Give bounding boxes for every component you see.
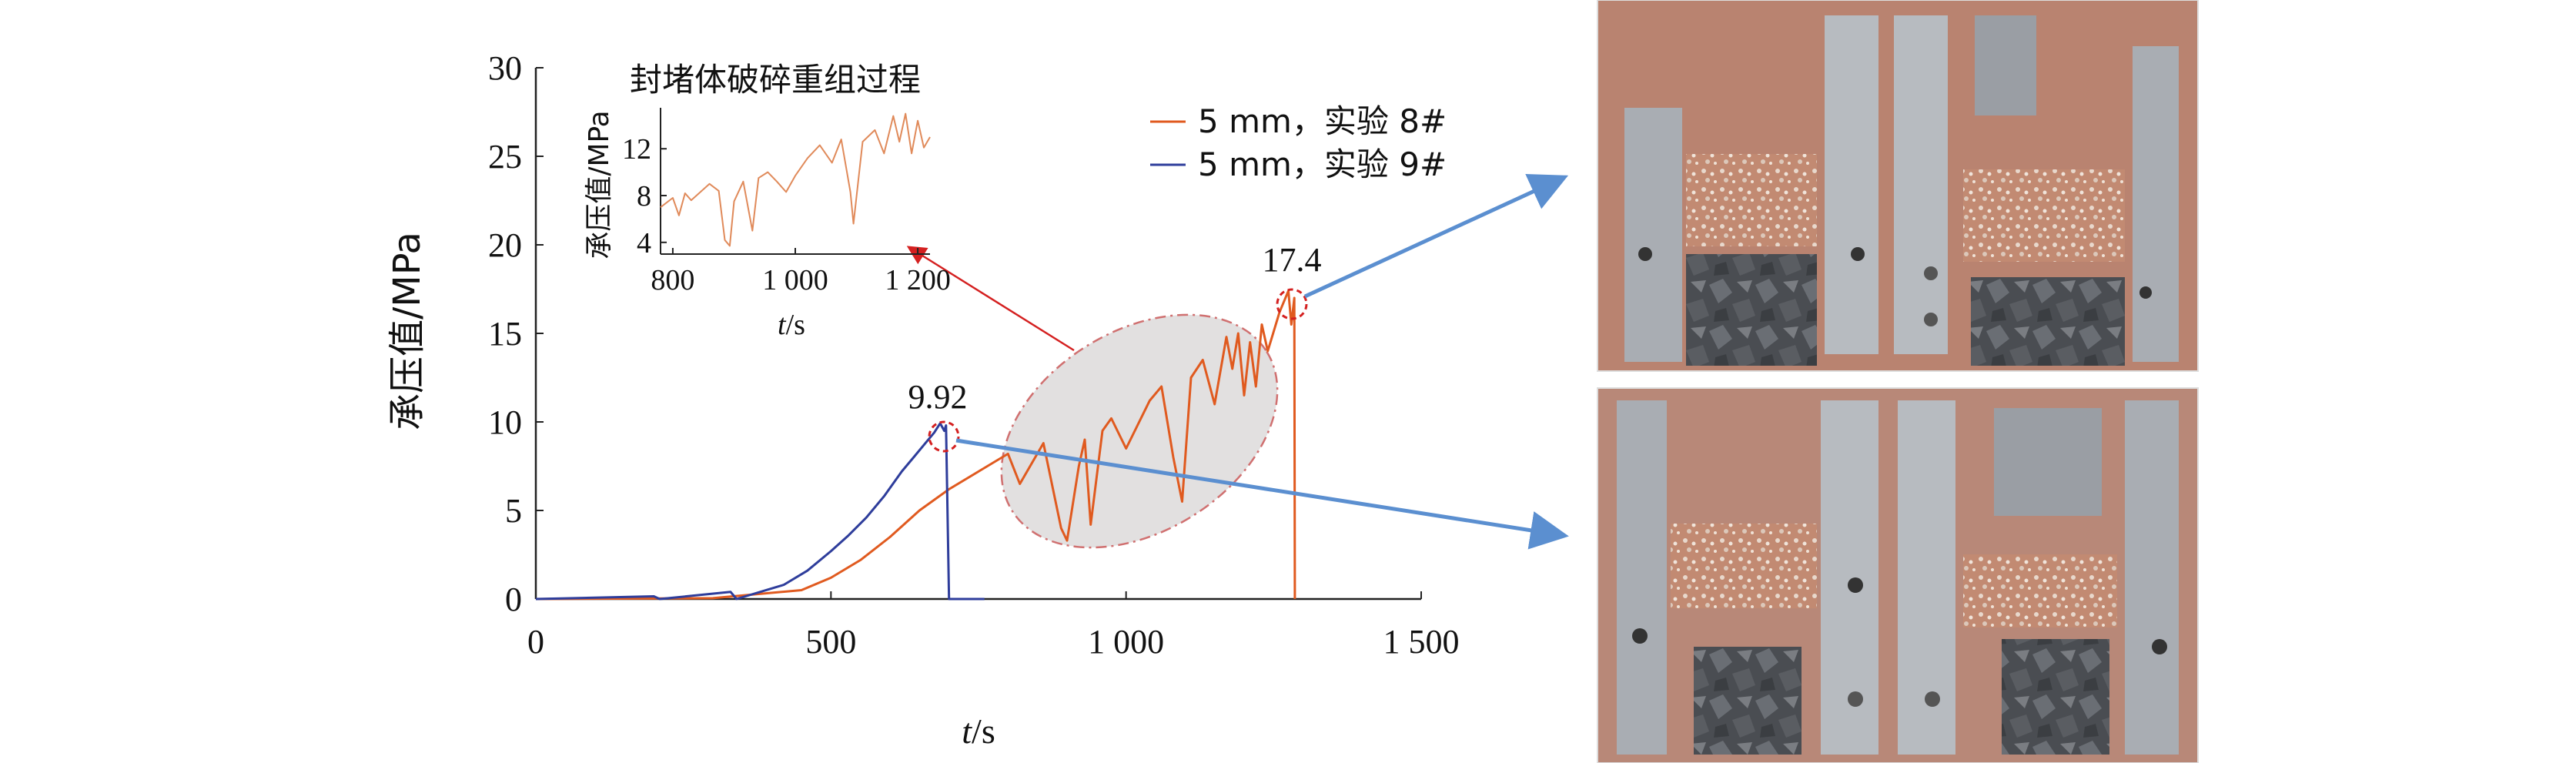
zoom-arrow <box>906 246 1075 352</box>
inset-series-line <box>660 112 931 247</box>
inset-y-tick-label: 4 <box>637 227 651 259</box>
y-tick-label: 30 <box>488 49 522 87</box>
inset-x-tick-label: 800 <box>651 264 694 296</box>
x-tick-label: 1 000 <box>1088 623 1164 661</box>
inset-y-tick-label: 8 <box>637 180 651 213</box>
y-tick-label: 5 <box>505 492 522 530</box>
series-line-exp9 <box>535 422 985 601</box>
series-line-exp8 <box>535 289 1296 601</box>
inset-x-axis-label: t/s <box>778 309 805 341</box>
y-tick-label: 0 <box>505 581 522 618</box>
x-tick-label: 1 500 <box>1383 623 1460 661</box>
inset-title: 封堵体破碎重组过程 <box>630 61 921 99</box>
peak-marker-9 <box>928 420 960 453</box>
legend-label-8: 5 mm，实验 8# <box>1198 102 1447 140</box>
x-axis-label: t/s <box>962 711 995 751</box>
inset-y-tick-label: 12 <box>622 133 651 166</box>
arrow-to-photo-9 <box>955 438 1569 550</box>
inset-x-tick-label: 1 200 <box>885 264 951 296</box>
photo-experiment-8 <box>1597 0 2199 372</box>
inset-y-axis-label: 承压值/MPa <box>584 110 615 259</box>
highlight-ellipse <box>1000 313 1279 549</box>
arrow-to-photo-8 <box>1303 173 1569 299</box>
legend: 5 mm，实验 8# 5 mm，实验 9# <box>1150 102 1447 183</box>
peak-marker-8 <box>1276 288 1308 320</box>
y-tick-label: 20 <box>488 226 522 264</box>
inset-chart: 封堵体破碎重组过程 4 8 12 800 1 000 1 200 承压值/MPa t/s <box>584 61 951 341</box>
y-tick-label: 25 <box>488 138 522 176</box>
x-tick-label: 0 <box>527 623 544 661</box>
x-tick-label: 500 <box>805 623 856 661</box>
legend-label-9: 5 mm，实验 9# <box>1198 146 1447 183</box>
peak-label-8: 17.4 <box>1263 241 1322 279</box>
inset-x-tick-label: 1 000 <box>762 264 828 296</box>
photo-experiment-9 <box>1597 387 2199 763</box>
y-tick-label: 15 <box>488 315 522 353</box>
peak-label-9: 9.92 <box>908 378 968 416</box>
y-tick-label: 10 <box>488 403 522 441</box>
y-axis-label: 承压值/MPa <box>386 232 429 430</box>
